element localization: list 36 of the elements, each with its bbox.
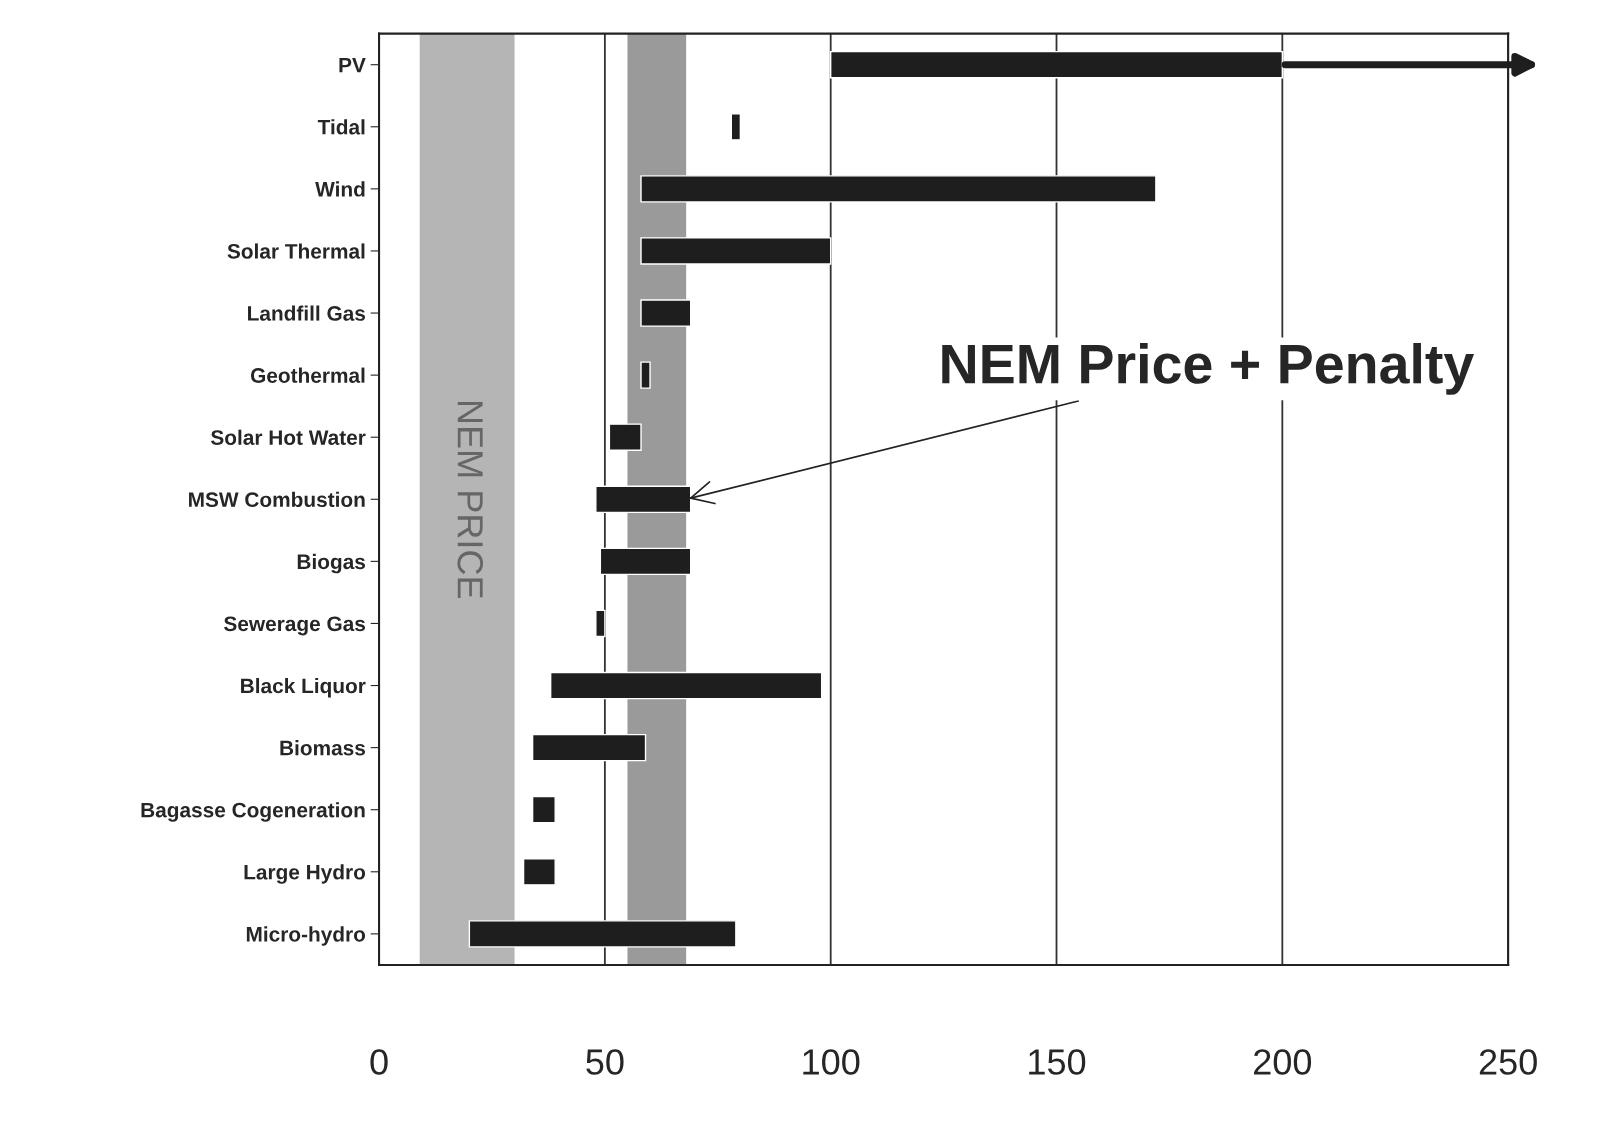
x-tick-label: 0 [370, 1049, 388, 1075]
bar [640, 237, 832, 265]
bar [531, 795, 556, 824]
bar [640, 299, 692, 327]
y-tick-label: Wind [315, 181, 365, 197]
bar [599, 547, 692, 576]
y-tick-label: Landfill Gas [248, 305, 366, 321]
bar [595, 609, 606, 638]
x-tick-label: 50 [586, 1049, 624, 1075]
x-tick-label: 150 [1029, 1049, 1086, 1075]
bar [549, 671, 823, 700]
y-tick-label: Biomass [280, 740, 366, 756]
y-tick-label: PV [339, 57, 366, 73]
bar [730, 113, 742, 141]
y-tick-label: Sewerage Gas [224, 616, 366, 636]
x-tick-label: 200 [1254, 1049, 1312, 1075]
bar [531, 733, 647, 762]
y-tick-label: Bagasse Cogeneration [141, 802, 365, 822]
y-tick-label: Solar Thermal [227, 243, 365, 259]
x-tick-label: 250 [1479, 1049, 1537, 1075]
annotation: NEM Price + Penalty [942, 343, 1474, 395]
y-tick-label: Solar Hot Water [210, 429, 366, 445]
y-tick-label: Geothermal [250, 367, 365, 383]
y-tick-label: Micro-hydro [246, 926, 366, 946]
y-tick-label: Large Hydro [244, 864, 366, 884]
y-tick-label: Tidal [317, 119, 365, 135]
x-tick-label: 100 [803, 1049, 860, 1075]
bar [608, 423, 642, 451]
bar [640, 175, 1157, 203]
y-tick-label: Biogas [297, 553, 366, 574]
band-label: NEM PRICE [457, 401, 483, 599]
bar [468, 920, 737, 948]
y-tick-label: Black Liquor [241, 677, 366, 698]
bar [640, 361, 651, 389]
bar [522, 858, 556, 886]
y-tick-label: MSW Combustion [189, 491, 365, 508]
